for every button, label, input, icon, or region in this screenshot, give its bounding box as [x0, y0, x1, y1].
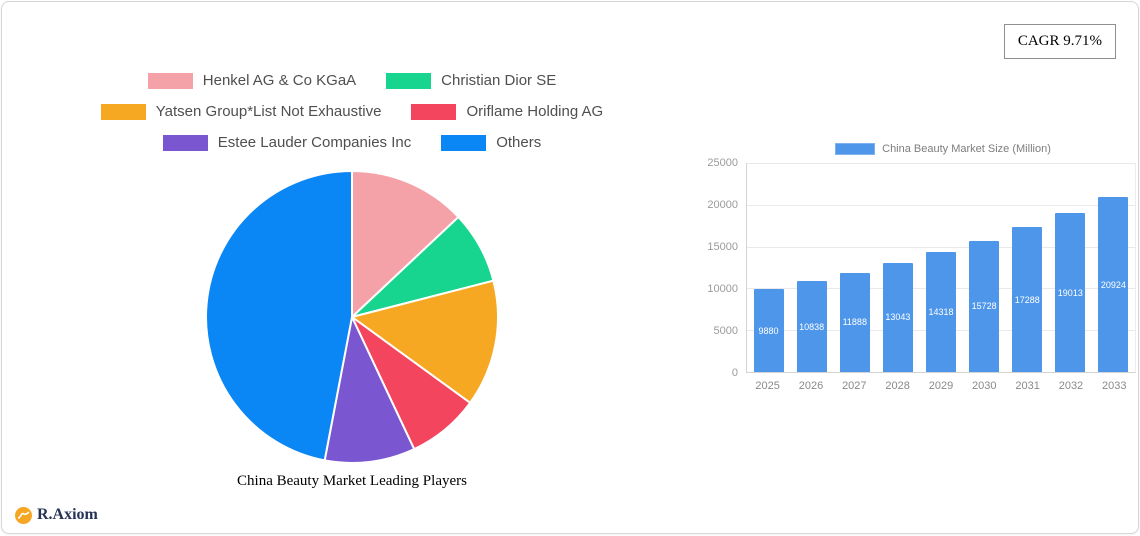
pie-slice-others [205, 169, 353, 462]
y-tick-label: 0 [731, 367, 738, 379]
legend-swatch [386, 72, 432, 89]
bar-value-label: 15728 [971, 301, 997, 312]
legend-swatch [100, 103, 146, 120]
pie-legend-item-yatsen-group-list-not-exhaustive[interactable]: Yatsen Group*List Not Exhaustive [100, 103, 382, 120]
legend-label: Others [496, 134, 542, 151]
bar-value-label: 14318 [928, 307, 954, 318]
x-tick-label-2029: 2029 [928, 380, 954, 392]
pie-chart [205, 169, 499, 464]
bar-2028: 13043 [882, 262, 913, 372]
legend-swatch [441, 134, 487, 151]
gridline [747, 246, 1135, 248]
bar-chart-plot-row: 0 5000 10000 15000 20000 25000 9880 10838 11888… [702, 157, 1138, 379]
bar-2032: 19013 [1055, 213, 1086, 372]
bar-2026: 10838 [796, 281, 827, 372]
y-tick-label: 25000 [707, 157, 738, 169]
gridline [747, 204, 1135, 206]
pie-legend-item-estee-lauder-companies-inc[interactable]: Estee Lauder Companies Inc [162, 134, 412, 151]
pie-legend-item-henkel-ag-co-kgaa[interactable]: Henkel AG & Co KGaA [147, 72, 357, 89]
pie-slice-henkel-ag-co-kgaa [351, 169, 460, 320]
bar-value-label: 11888 [842, 317, 867, 328]
bar-chart-legend[interactable]: China Beauty Market Size (Million) [748, 143, 1138, 155]
x-tick-label-2026: 2026 [798, 380, 824, 392]
x-axis: 2025 2026 2027 2028 2029 2030 2031 2032 2033 [746, 380, 1136, 392]
bar-2030: 15728 [969, 240, 1000, 372]
bar-value-label: 9880 [758, 325, 779, 336]
legend-label: Oriflame Holding AG [466, 103, 604, 120]
bar-value-label: 20924 [1100, 279, 1126, 290]
pie-legend-item-christian-dior-se[interactable]: Christian Dior SE [386, 72, 556, 89]
legend-swatch [835, 143, 876, 155]
bar-value-label: 10838 [799, 321, 825, 332]
bar-2029: 14318 [925, 252, 956, 372]
pie-legend: Henkel AG & Co KGaA Christian Dior SE Yats… [67, 72, 637, 151]
cagr-badge: CAGR 9.71% [1003, 24, 1116, 59]
bar-value-label: 13043 [885, 312, 911, 323]
x-tick-label-2030: 2030 [972, 380, 997, 392]
y-tick-label: 20000 [707, 199, 738, 211]
bar-2027: 11888 [839, 272, 870, 372]
gridline [747, 163, 1135, 164]
pie-legend-item-others[interactable]: Others [441, 134, 541, 151]
bar-2033: 20924 [1098, 197, 1129, 372]
legend-swatch [411, 103, 457, 120]
pie-legend-item-oriflame-holding-ag[interactable]: Oriflame Holding AG [411, 103, 603, 120]
legend-swatch [162, 134, 208, 151]
legend-label: China Beauty Market Size (Million) [882, 143, 1051, 155]
pie-slice-estee-lauder-companies-inc [323, 313, 416, 464]
raxiom-logo-icon [15, 506, 32, 524]
bar-value-label: 17288 [1014, 294, 1040, 305]
legend-label: Henkel AG & Co KGaA [202, 72, 357, 89]
bar-value-label: 19013 [1057, 287, 1083, 298]
cagr-label: CAGR 9.71% [1017, 33, 1102, 49]
bar-chart: China Beauty Market Size (Million) 0 5000… [702, 143, 1138, 392]
x-tick-label-2033: 2033 [1102, 380, 1127, 392]
pie-chart-section: Henkel AG & Co KGaA Christian Dior SE Yats… [42, 72, 662, 490]
y-tick-label: 5000 [713, 325, 738, 337]
pie-slice-yatsen-group-list-not-exhaustive [349, 279, 499, 405]
y-axis: 0 5000 10000 15000 20000 25000 [702, 157, 746, 379]
legend-label: Yatsen Group*List Not Exhaustive [155, 103, 382, 120]
bars-container: 9880 10838 11888 13043 14318 15728 17288 19013 2… [747, 163, 1135, 372]
legend-label: Christian Dior SE [441, 72, 557, 89]
x-tick-label-2027: 2027 [842, 380, 867, 392]
legend-label: Estee Lauder Companies Inc [217, 134, 412, 151]
pie-chart-title: China Beauty Market Leading Players [237, 473, 467, 489]
x-tick-label-2025: 2025 [755, 380, 780, 392]
bar-2031: 17288 [1012, 227, 1043, 372]
x-tick-label-2028: 2028 [885, 380, 910, 392]
raxiom-logo: R.Axiom [15, 506, 98, 524]
plot-area: 9880 10838 11888 13043 14318 15728 17288 19013 2… [746, 163, 1136, 373]
bar-2025: 9880 [753, 289, 784, 372]
x-tick-label-2031: 2031 [1015, 380, 1040, 392]
y-tick-label: 15000 [707, 241, 738, 253]
y-tick-label: 10000 [707, 283, 738, 295]
x-tick-label-2032: 2032 [1058, 380, 1084, 392]
raxiom-logo-text: R.Axiom [37, 506, 98, 523]
legend-swatch [147, 72, 193, 89]
